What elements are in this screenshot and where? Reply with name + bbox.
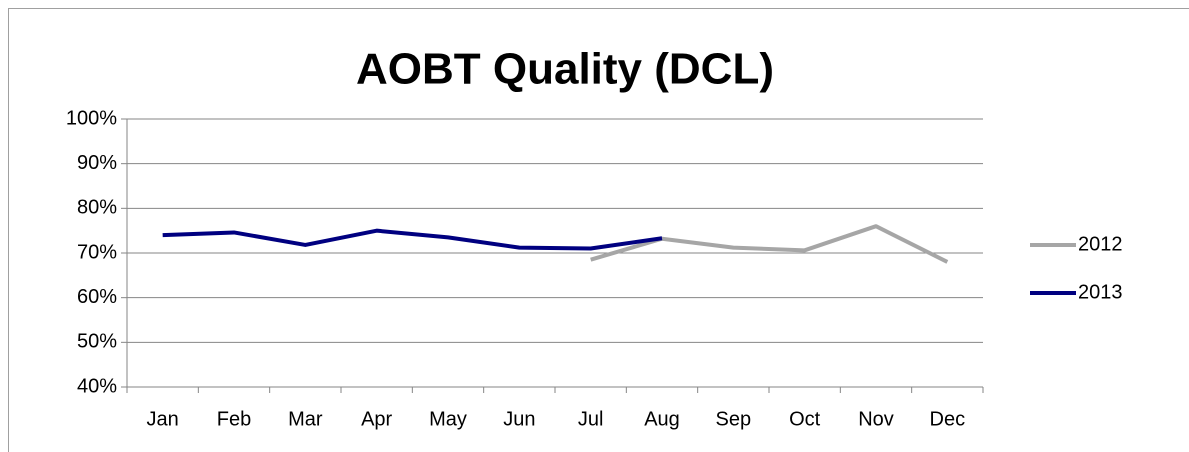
x-tick-label: Feb — [217, 408, 251, 430]
x-tick-label: Jun — [503, 408, 535, 430]
x-tick-label: Jan — [147, 408, 179, 430]
y-tick-label: 90% — [77, 152, 117, 174]
y-tick-label: 40% — [77, 375, 117, 397]
series-line — [162, 228, 663, 251]
y-tick-label: 80% — [77, 197, 117, 219]
y-tick-label: 100% — [66, 107, 117, 129]
legend-label: 2013 — [1078, 281, 1123, 303]
x-tick-label: Mar — [288, 408, 323, 430]
series-line — [590, 224, 949, 264]
x-tick-label: Apr — [361, 408, 392, 430]
legend-label: 2012 — [1078, 233, 1123, 255]
chart-frame — [8, 8, 1189, 452]
x-tick-label: Aug — [644, 408, 680, 430]
x-tick-label: Jul — [578, 408, 604, 430]
y-tick-label: 50% — [77, 331, 117, 353]
y-tick-label: 70% — [77, 241, 117, 263]
x-tick-label: Oct — [789, 408, 821, 430]
x-tick-label: Nov — [858, 408, 894, 430]
chart-title: AOBT Quality (DCL) — [356, 45, 774, 94]
x-tick-label: May — [429, 408, 467, 430]
x-tick-label: Dec — [930, 408, 966, 430]
x-tick-label: Sep — [716, 408, 752, 430]
y-tick-label: 60% — [77, 286, 117, 308]
